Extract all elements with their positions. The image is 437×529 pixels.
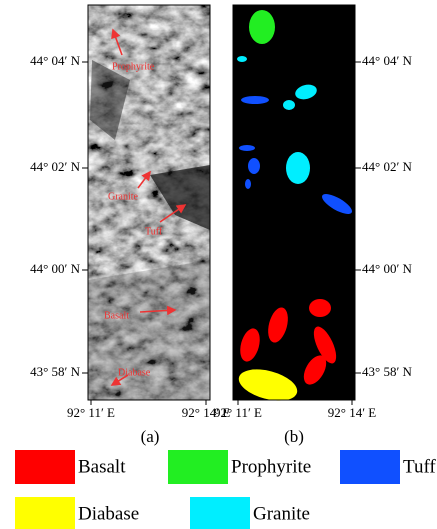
legend-label: Tuff	[403, 456, 436, 477]
y-tick-label: 44° 00′ N	[362, 261, 413, 276]
class-region	[239, 145, 255, 151]
y-tick-label: 44° 00′ N	[30, 261, 81, 276]
y-tick-label: 44° 02′ N	[362, 159, 413, 174]
annotation: Granite	[108, 191, 139, 202]
class-region	[321, 194, 353, 214]
y-tick-label: 44° 04′ N	[30, 53, 81, 68]
legend-label: Diabase	[78, 503, 139, 524]
class-region	[240, 328, 260, 362]
classification-map	[232, 4, 356, 401]
class-region	[268, 307, 288, 343]
annotation: Basalt	[104, 310, 129, 321]
y-tick-label: 44° 02′ N	[30, 159, 81, 174]
y-tick-label: 43° 58′ N	[362, 364, 413, 379]
y-tick-label: 44° 04′ N	[362, 53, 413, 68]
legend-swatch	[340, 450, 400, 484]
legend-swatch	[190, 497, 250, 529]
legend-swatch	[15, 497, 75, 529]
class-region	[313, 326, 337, 364]
x-tick-label: 92° 14′ E	[328, 405, 377, 420]
class-region	[249, 10, 275, 44]
legend-swatch	[168, 450, 228, 484]
panel-label: (a)	[141, 427, 160, 446]
class-region	[248, 158, 260, 174]
class-region	[238, 369, 298, 401]
class-region	[283, 100, 295, 110]
arrows	[110, 28, 187, 386]
class-region	[237, 56, 247, 62]
x-tick-label: 92° 11′ E	[67, 405, 115, 420]
panel-label: (b)	[284, 427, 304, 446]
annotation: Diabase	[118, 367, 151, 378]
legend-label: Prophyrite	[231, 456, 311, 477]
x-tick-label: 92° 14′ E	[182, 405, 231, 420]
legend-label: Granite	[253, 503, 310, 524]
class-region	[309, 299, 331, 317]
class-region	[241, 96, 269, 104]
class-region	[303, 355, 327, 385]
y-tick-label: 43° 58′ N	[30, 364, 81, 379]
class-region	[245, 179, 251, 189]
annotation: Prophyrite	[112, 61, 155, 72]
class-region	[295, 84, 317, 100]
legend-label: Basalt	[78, 456, 126, 477]
class-region	[286, 152, 310, 184]
legend-swatch	[15, 450, 75, 484]
x-tick-label: 92° 11′ E	[214, 405, 262, 420]
annotation: Tuff	[145, 226, 163, 237]
satellite-image	[87, 4, 211, 401]
